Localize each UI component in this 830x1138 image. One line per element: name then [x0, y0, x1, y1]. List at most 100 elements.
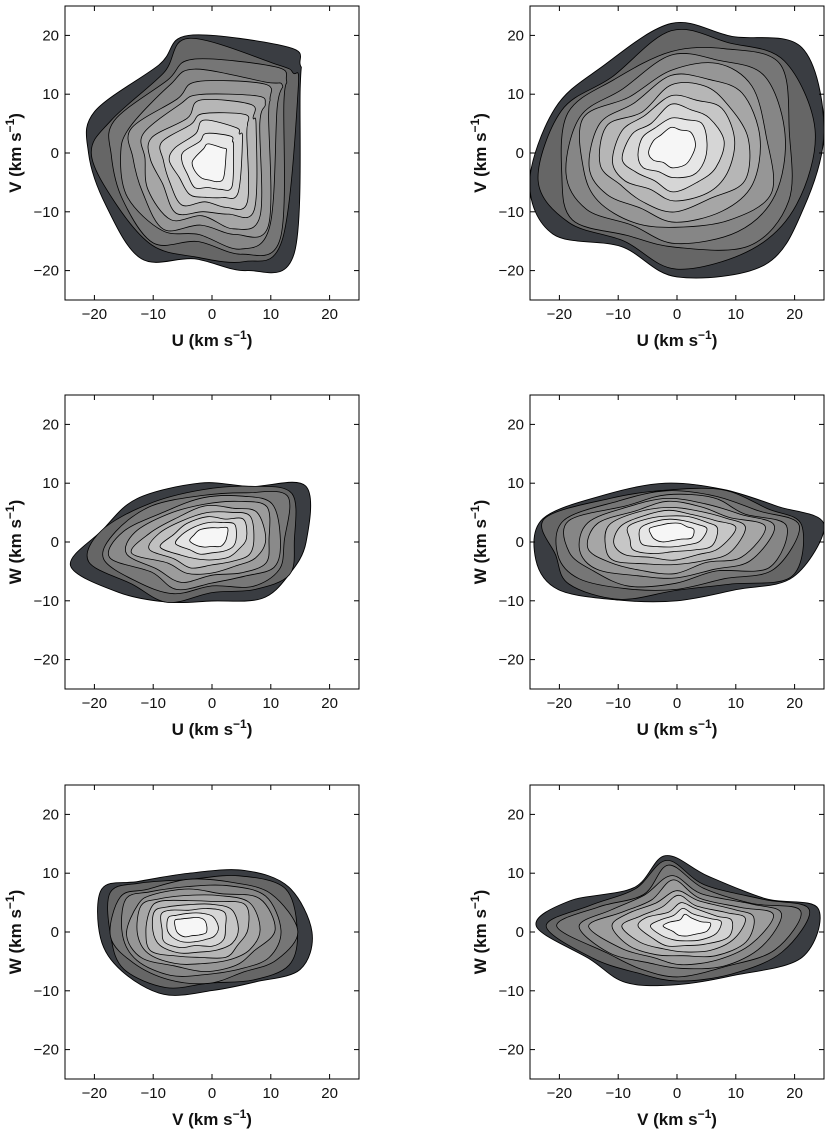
x-axis-exponent: −1: [233, 717, 247, 731]
y-tick-label: −10: [499, 983, 524, 1000]
contour-level-10: [189, 526, 229, 548]
x-tick-label: 10: [727, 306, 744, 323]
y-axis-label: V (km s−1): [468, 113, 490, 193]
x-tick-label: 0: [673, 1085, 681, 1102]
x-axis-symbol: U (km s: [637, 720, 698, 739]
y-tick-label: 10: [42, 475, 59, 492]
x-tick-label: 0: [208, 695, 216, 712]
x-tick-label: 20: [786, 306, 803, 323]
x-axis-label: V (km s−1): [172, 1107, 252, 1129]
x-axis-exponent: −1: [698, 1107, 712, 1121]
x-tick-label: −20: [82, 1085, 107, 1102]
x-tick-label: −10: [605, 306, 630, 323]
x-axis-label: U (km s−1): [637, 717, 718, 739]
contour-fill-group: [530, 785, 824, 1079]
contour-fill-group: [65, 395, 359, 689]
x-axis-symbol: U (km s: [172, 720, 233, 739]
y-tick-label: 0: [516, 534, 524, 551]
y-axis-symbol: W (km s: [471, 909, 490, 974]
x-axis-exponent: −1: [233, 328, 247, 342]
x-axis-symbol: U (km s: [172, 331, 233, 350]
x-tick-label: 10: [262, 695, 279, 712]
y-tick-label: 20: [42, 416, 59, 433]
y-axis-close: ): [471, 890, 490, 896]
x-tick-label: −10: [140, 695, 165, 712]
x-tick-label: 0: [673, 306, 681, 323]
y-tick-label: −10: [499, 593, 524, 610]
x-tick-label: 20: [321, 306, 338, 323]
y-axis-exponent: −1: [468, 505, 482, 519]
x-axis-label: V (km s−1): [637, 1107, 717, 1129]
contour-fill-group: [530, 395, 824, 689]
y-tick-label: 0: [51, 145, 59, 162]
y-tick-label: 20: [507, 27, 524, 44]
y-axis-label: W (km s−1): [468, 890, 490, 975]
y-axis-close: ): [6, 500, 25, 506]
x-tick-label: −20: [547, 695, 572, 712]
x-tick-label: 0: [208, 306, 216, 323]
x-tick-label: 20: [786, 1085, 803, 1102]
y-tick-label: −10: [499, 204, 524, 221]
x-tick-label: −10: [140, 306, 165, 323]
x-tick-label: 10: [262, 306, 279, 323]
y-axis-close: ): [6, 890, 25, 896]
x-tick-label: −10: [605, 695, 630, 712]
y-tick-label: 0: [516, 145, 524, 162]
y-axis-close: ): [471, 113, 490, 119]
y-axis-close: ): [6, 113, 25, 119]
x-tick-label: −10: [140, 1085, 165, 1102]
x-tick-label: 10: [727, 695, 744, 712]
y-axis-label: W (km s−1): [468, 500, 490, 585]
y-axis-symbol: W (km s: [6, 519, 25, 584]
y-tick-label: −20: [34, 1042, 59, 1059]
y-axis-exponent: −1: [468, 118, 482, 132]
x-tick-label: 20: [321, 1085, 338, 1102]
y-tick-label: 10: [507, 86, 524, 103]
x-axis-label: U (km s−1): [172, 717, 253, 739]
y-tick-label: −20: [499, 652, 524, 669]
y-tick-label: 20: [42, 806, 59, 823]
y-axis-symbol: V (km s: [471, 132, 490, 192]
y-axis-exponent: −1: [468, 895, 482, 909]
y-axis-label: W (km s−1): [3, 500, 25, 585]
y-axis-label: W (km s−1): [3, 890, 25, 975]
x-axis-close: ): [712, 720, 718, 739]
contour-level-10: [662, 913, 712, 937]
y-axis-exponent: −1: [3, 118, 17, 132]
y-tick-label: 0: [51, 534, 59, 551]
x-tick-label: 20: [786, 695, 803, 712]
x-tick-label: −20: [547, 1085, 572, 1102]
y-tick-label: −20: [499, 1042, 524, 1059]
x-axis-exponent: −1: [698, 328, 712, 342]
y-tick-label: −20: [34, 263, 59, 280]
x-axis-label: U (km s−1): [172, 328, 253, 350]
y-axis-exponent: −1: [3, 895, 17, 909]
x-axis-label: U (km s−1): [637, 328, 718, 350]
y-tick-label: 20: [507, 416, 524, 433]
y-tick-label: −20: [34, 652, 59, 669]
y-axis-label: V (km s−1): [3, 113, 25, 193]
x-tick-label: −20: [82, 306, 107, 323]
x-axis-symbol: V (km s: [637, 1110, 697, 1129]
y-tick-label: −10: [34, 593, 59, 610]
y-tick-label: 10: [42, 865, 59, 882]
x-tick-label: 20: [321, 695, 338, 712]
x-axis-close: ): [712, 331, 718, 350]
x-axis-symbol: U (km s: [637, 331, 698, 350]
x-axis-close: ): [246, 1110, 252, 1129]
y-tick-label: −10: [34, 983, 59, 1000]
contour-fill-group: [530, 6, 824, 300]
y-axis-close: ): [471, 500, 490, 506]
y-tick-label: −10: [34, 204, 59, 221]
x-tick-label: −10: [605, 1085, 630, 1102]
y-tick-label: 10: [507, 475, 524, 492]
x-tick-label: 10: [727, 1085, 744, 1102]
contour-level-11: [648, 126, 696, 169]
x-axis-symbol: V (km s: [172, 1110, 232, 1129]
